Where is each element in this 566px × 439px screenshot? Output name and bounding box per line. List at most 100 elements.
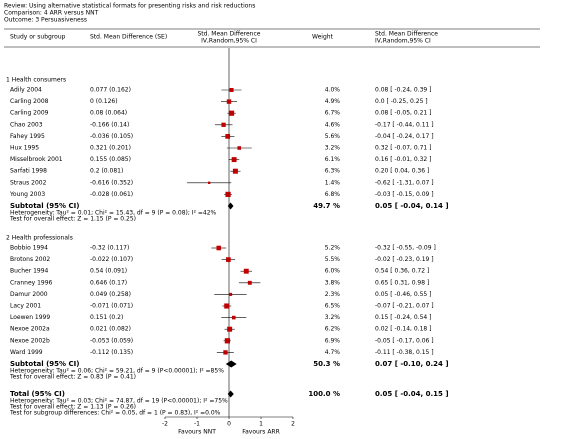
weight: 3.2% [325, 145, 341, 152]
summary-ci: 0.05 [ -0.04, 0.14 ] [375, 202, 449, 210]
ci: -0.11 [ -0.38, 0.15 ] [375, 349, 434, 356]
smd-se: 0.646 (0.17) [90, 279, 127, 286]
weight-square [224, 303, 230, 309]
weight-square [223, 350, 228, 355]
group-heading: 2 Health professionals [6, 235, 73, 242]
study-name: Bucher 1994 [10, 268, 49, 275]
x-tick-label: 2 [291, 421, 295, 428]
column-header: Std. Mean Difference (SE) [90, 34, 167, 41]
smd-se: 0.155 (0.085) [90, 156, 131, 163]
overall-effect: Test for overall effect: Z = 0.83 (P = 0… [9, 374, 136, 381]
weight: 6.5% [325, 303, 341, 310]
weight-square [237, 146, 242, 150]
weight-square [243, 268, 249, 274]
comparison: Comparison: 4 ARR versus NNT [4, 10, 99, 17]
summary-label: Total (95% CI) [10, 390, 65, 398]
study-name: Nexoe 2002b [10, 337, 50, 344]
smd-se: -0.616 (0.352) [90, 179, 133, 186]
diamond [227, 202, 234, 210]
heterogeneity: Heterogeneity: Tau² = 0.06; Chi² = 59.21… [10, 368, 224, 375]
weight-square [227, 326, 233, 332]
summary-label: Subtotal (95% CI) [10, 202, 79, 210]
ci: 0.65 [ 0.31, 0.98 ] [375, 279, 429, 286]
weight-square [225, 191, 231, 198]
weight: 5.6% [325, 133, 341, 140]
ci: -0.03 [ -0.15, 0.09 ] [375, 191, 434, 198]
smd-se: 0.049 (0.258) [90, 291, 131, 298]
favours-left: Favours NNT [178, 429, 216, 436]
summary-weight: 49.7 % [313, 202, 340, 210]
ci: -0.17 [ -0.44, 0.11 ] [375, 121, 434, 128]
weight: 6.9% [325, 337, 341, 344]
ci: -0.62 [ -1.31, 0.07 ] [375, 179, 434, 186]
study-name: Nexoe 2002a [10, 326, 50, 333]
weight: 5.2% [325, 245, 341, 252]
study-name: Damur 2000 [10, 291, 48, 298]
heterogeneity: Heterogeneity: Tau² = 0.03; Chi² = 74.87… [10, 398, 228, 405]
column-header: Study or subgroup [10, 34, 66, 41]
weight: 1.4% [325, 179, 341, 186]
study-name: Young 2003 [9, 191, 45, 198]
column-header: IV,Random,95% CI [375, 38, 431, 45]
ci: 0.02 [ -0.14, 0.18 ] [375, 326, 431, 333]
ci: 0.54 [ 0.36, 0.72 ] [375, 268, 429, 275]
weight: 6.8% [325, 191, 341, 198]
weight: 3.2% [325, 314, 341, 321]
ci: 0.08 [ -0.24, 0.39 ] [375, 87, 431, 94]
weight: 3.8% [325, 279, 341, 286]
summary-label: Subtotal (95% CI) [10, 360, 79, 368]
study-name: Lacy 2001 [10, 303, 41, 310]
weight-square [216, 245, 222, 251]
study-name: Carling 2008 [10, 98, 49, 105]
ci: 0.05 [ -0.46, 0.55 ] [375, 291, 431, 298]
smd-se: 0.08 (0.064) [90, 110, 127, 117]
study-name: Straus 2002 [10, 179, 47, 186]
ci: 0.16 [ -0.01, 0.32 ] [375, 156, 431, 163]
smd-se: 0.021 (0.082) [90, 326, 131, 333]
study-name: Adily 2004 [10, 87, 42, 94]
group-heading: 1 Health consumers [6, 77, 66, 84]
smd-se: -0.022 (0.107) [90, 256, 133, 263]
favours-right: Favours ARR [242, 429, 280, 436]
weight: 6.2% [325, 326, 341, 333]
diamond [227, 390, 234, 398]
summary-weight: 100.0 % [308, 390, 340, 398]
smd-se: -0.112 (0.135) [90, 349, 133, 356]
smd-se: -0.028 (0.061) [90, 191, 133, 198]
weight: 6.3% [325, 168, 341, 175]
weight-square [226, 99, 232, 104]
heterogeneity: Heterogeneity: Tau² = 0.01; Chi² = 15.43… [10, 210, 217, 217]
weight-square [232, 168, 238, 174]
study-name: Brotons 2002 [10, 256, 50, 263]
column-header: IV,Random,95% CI [201, 38, 257, 45]
smd-se: 0.321 (0.201) [90, 145, 131, 152]
ci: -0.07 [ -0.21, 0.07 ] [375, 303, 434, 310]
study-name: Misselbrook 2001 [10, 156, 63, 163]
weight-square [232, 315, 236, 320]
smd-se: 0.54 (0.091) [90, 268, 127, 275]
weight: 4.6% [325, 121, 341, 128]
subgroup-test: Test for subgroup differences: Chi² = 0.… [9, 410, 221, 417]
summary-weight: 50.3 % [313, 360, 340, 368]
weight-square [229, 88, 234, 92]
column-header: Std. Mean Difference [198, 31, 261, 38]
smd-se: -0.166 (0.14) [90, 121, 129, 128]
weight: 6.0% [325, 268, 341, 275]
weight: 2.3% [325, 291, 341, 298]
ci: -0.04 [ -0.24, 0.17 ] [375, 133, 434, 140]
outcome: Outcome: 3 Persuasiveness [4, 17, 87, 24]
weight-square [221, 122, 226, 127]
weight: 4.7% [325, 349, 341, 356]
x-tick-label: -1 [194, 421, 200, 428]
ci: 0.0 [ -0.25, 0.25 ] [375, 98, 428, 105]
study-name: Fahey 1995 [10, 133, 45, 140]
overall-effect: Test for overall effect: Z = 1.15 (P = 0… [9, 216, 136, 223]
weight-square [224, 338, 231, 344]
summary-ci: 0.05 [ -0.04, 0.15 ] [375, 390, 449, 398]
study-name: Chao 2003 [10, 121, 43, 128]
study-name: Carling 2009 [10, 110, 49, 117]
ci: -0.02 [ -0.23, 0.19 ] [375, 256, 434, 263]
weight-square [229, 292, 233, 296]
study-name: Loewen 1999 [10, 314, 50, 321]
